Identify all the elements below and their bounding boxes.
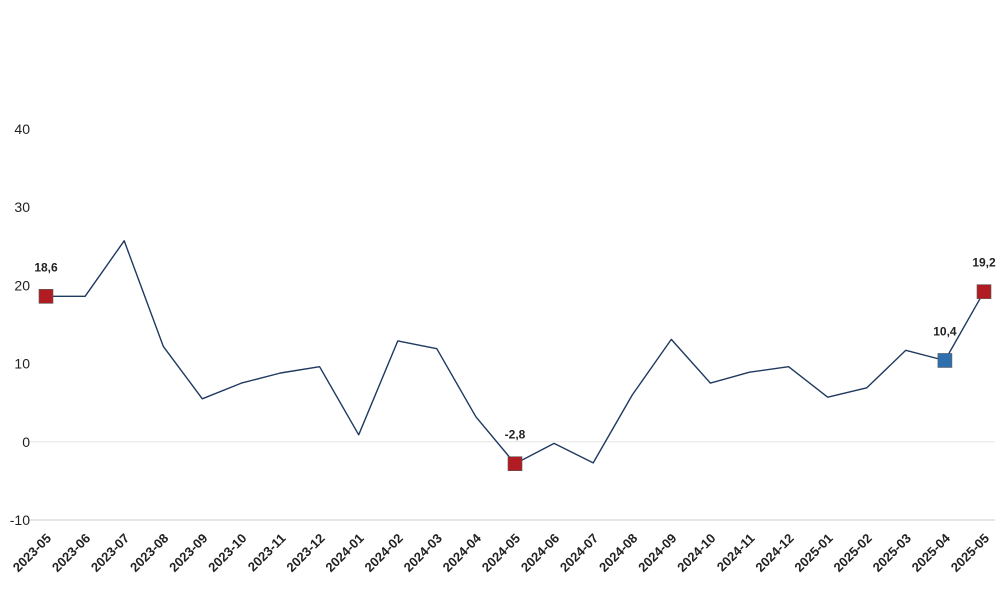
x-tick-label: 2023-07 (88, 531, 132, 575)
x-tick-label: 2025-03 (870, 531, 914, 575)
y-tick-label: 10 (14, 356, 30, 372)
x-tick-label: 2024-04 (440, 530, 485, 575)
x-tick-label: 2024-12 (752, 531, 796, 575)
x-tick-label: 2023-06 (49, 531, 93, 575)
x-tick-label: 2024-02 (362, 531, 406, 575)
x-tick-label: 2024-09 (635, 531, 679, 575)
data-point-marker (38, 289, 54, 304)
y-tick-label: 40 (14, 121, 30, 137)
data-label: 10,4 (933, 324, 957, 338)
data-point-marker (937, 353, 953, 368)
x-tick-label: 2025-05 (948, 531, 992, 575)
x-tick-label: 2023-11 (245, 531, 289, 575)
x-tick-label: 2025-02 (831, 531, 875, 575)
x-tick-label: 2024-01 (322, 531, 366, 575)
y-tick-label: -10 (10, 512, 30, 528)
y-tick-label: 30 (14, 199, 30, 215)
x-tick-label: 2024-10 (674, 531, 718, 575)
x-tick-label: 2024-11 (714, 531, 758, 575)
x-tick-label: 2024-08 (596, 531, 640, 575)
x-tick-label: 2024-07 (557, 531, 601, 575)
x-tick-label: 2023-09 (166, 531, 210, 575)
x-tick-label: 2023-05 (10, 531, 54, 575)
x-tick-label: 2025-04 (909, 530, 954, 575)
x-tick-label: 2023-10 (205, 531, 249, 575)
x-tick-label: 2023-08 (127, 531, 171, 575)
x-tick-label: 2024-06 (518, 531, 562, 575)
y-tick-label: 0 (22, 434, 30, 450)
data-label: -2,8 (505, 428, 526, 442)
x-tick-label: 2023-12 (283, 531, 327, 575)
x-tick-label: 2024-03 (401, 531, 445, 575)
data-point-marker (976, 284, 992, 299)
x-tick-label: 2024-05 (479, 531, 523, 575)
data-point-marker (507, 456, 523, 471)
x-tick-label: 2025-01 (791, 531, 835, 575)
data-label: 18,6 (34, 260, 58, 274)
data-label: 19,2 (972, 256, 996, 270)
y-tick-label: 20 (14, 277, 30, 293)
